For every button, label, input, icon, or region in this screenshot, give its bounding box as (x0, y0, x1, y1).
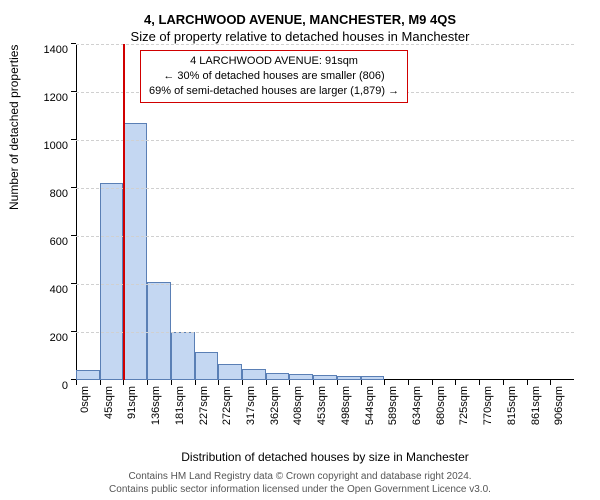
x-tick-mark (195, 380, 196, 385)
x-tick-label: 544sqm (364, 386, 376, 425)
histogram-bar (218, 364, 242, 380)
y-tick-label: 1400 (8, 44, 68, 56)
x-tick-mark (479, 380, 480, 385)
x-tick-label: 680sqm (435, 386, 447, 425)
histogram-bar (76, 370, 100, 380)
y-tick-mark (71, 187, 76, 188)
x-tick-label: 227sqm (198, 386, 210, 425)
grid-line (76, 284, 574, 285)
histogram-bar (100, 183, 124, 380)
histogram-bar (147, 282, 171, 380)
x-tick-label: 861sqm (530, 386, 542, 425)
grid-line (76, 188, 574, 189)
grid-line (76, 332, 574, 333)
x-tick-mark (242, 380, 243, 385)
x-tick-label: 725sqm (458, 386, 470, 425)
chart-title-address: 4, LARCHWOOD AVENUE, MANCHESTER, M9 4QS (0, 12, 600, 27)
y-tick-mark (71, 331, 76, 332)
property-marker-line (123, 44, 125, 380)
x-tick-label: 362sqm (269, 386, 281, 425)
x-tick-mark (266, 380, 267, 385)
grid-line (76, 44, 574, 45)
chart-title-subtitle: Size of property relative to detached ho… (0, 29, 600, 44)
y-tick-label: 600 (8, 236, 68, 248)
info-line-property-size: 4 LARCHWOOD AVENUE: 91sqm (149, 54, 399, 69)
y-tick-mark (71, 235, 76, 236)
attribution-footer: Contains HM Land Registry data © Crown c… (0, 470, 600, 496)
x-tick-mark (527, 380, 528, 385)
y-tick-label: 0 (8, 380, 68, 392)
y-tick-label: 200 (8, 332, 68, 344)
x-tick-mark (550, 380, 551, 385)
x-tick-mark (289, 380, 290, 385)
y-tick-mark (71, 283, 76, 284)
x-axis-label: Distribution of detached houses by size … (76, 450, 574, 464)
histogram-bar (195, 352, 219, 380)
x-tick-label: 317sqm (245, 386, 257, 425)
x-tick-mark (408, 380, 409, 385)
x-tick-mark (100, 380, 101, 385)
x-tick-mark (218, 380, 219, 385)
x-tick-label: 453sqm (316, 386, 328, 425)
y-axis-ticks: 0200400600800100012001400 (0, 44, 76, 380)
x-axis-ticks: 0sqm 45sqm 91sqm 136sqm 181sqm 227sqm 272sqm 31… (76, 380, 574, 450)
y-tick-label: 1200 (8, 92, 68, 104)
x-tick-label: 770sqm (482, 386, 494, 425)
x-tick-mark (432, 380, 433, 385)
chart-title-block: 4, LARCHWOOD AVENUE, MANCHESTER, M9 4QS … (0, 0, 600, 44)
info-line-larger-pct: 69% of semi-detached houses are larger (… (149, 84, 399, 99)
x-tick-label: 498sqm (340, 386, 352, 425)
x-tick-mark (337, 380, 338, 385)
footer-line-registry: Contains HM Land Registry data © Crown c… (0, 470, 600, 483)
histogram-bar (171, 332, 195, 380)
grid-line (76, 236, 574, 237)
x-tick-label: 906sqm (553, 386, 565, 425)
histogram-bar (242, 369, 266, 380)
x-tick-label: 136sqm (150, 386, 162, 425)
x-tick-mark (503, 380, 504, 385)
y-tick-mark (71, 43, 76, 44)
x-tick-mark (123, 380, 124, 385)
y-tick-label: 800 (8, 188, 68, 200)
x-tick-label: 45sqm (103, 386, 115, 419)
x-tick-label: 589sqm (387, 386, 399, 425)
y-tick-mark (71, 139, 76, 140)
x-tick-label: 408sqm (292, 386, 304, 425)
y-tick-mark (71, 91, 76, 92)
x-tick-mark (361, 380, 362, 385)
x-tick-mark (76, 380, 77, 385)
x-tick-mark (171, 380, 172, 385)
x-tick-mark (147, 380, 148, 385)
x-tick-label: 272sqm (221, 386, 233, 425)
info-line-smaller-pct: ← 30% of detached houses are smaller (80… (149, 69, 399, 84)
x-tick-label: 0sqm (79, 386, 91, 413)
x-tick-mark (384, 380, 385, 385)
histogram-bar (123, 123, 147, 380)
x-tick-mark (313, 380, 314, 385)
footer-line-licence: Contains public sector information licen… (0, 483, 600, 496)
y-tick-label: 1000 (8, 140, 68, 152)
x-tick-label: 181sqm (174, 386, 186, 425)
info-callout-box: 4 LARCHWOOD AVENUE: 91sqm ← 30% of detac… (140, 50, 408, 103)
histogram-bar (266, 373, 290, 380)
x-tick-label: 634sqm (411, 386, 423, 425)
x-tick-mark (455, 380, 456, 385)
grid-line (76, 140, 574, 141)
x-tick-label: 815sqm (506, 386, 518, 425)
y-tick-label: 400 (8, 284, 68, 296)
x-tick-label: 91sqm (126, 386, 138, 419)
